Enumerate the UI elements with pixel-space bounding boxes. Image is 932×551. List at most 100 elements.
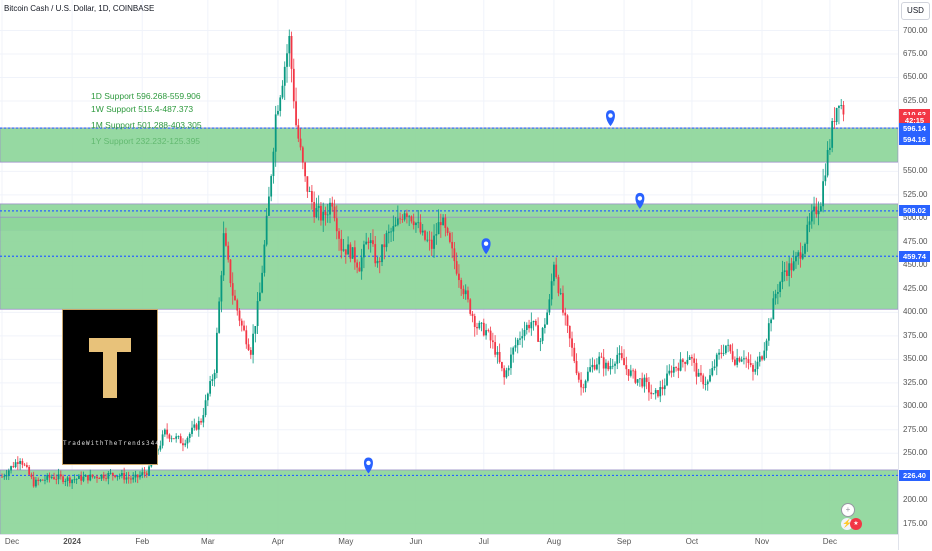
candle-body xyxy=(496,351,499,355)
chart-pane[interactable]: Bitcoin Cash / U.S. Dollar, 1D, COINBASE… xyxy=(0,0,898,534)
candle-body xyxy=(39,479,42,481)
candle-body xyxy=(550,281,553,300)
currency-button[interactable]: USD xyxy=(901,2,930,20)
candle-body xyxy=(727,344,730,346)
candle-body xyxy=(512,347,515,355)
candle-body xyxy=(297,125,300,139)
candle-body xyxy=(706,381,709,385)
candle-body xyxy=(652,393,655,395)
candle-body xyxy=(161,434,164,446)
candle-body xyxy=(265,215,268,245)
candle-body xyxy=(806,224,809,244)
candle-body xyxy=(286,53,288,67)
candle-body xyxy=(634,370,637,383)
candle-body xyxy=(559,293,562,294)
price-axis[interactable] xyxy=(898,0,932,550)
candle-body xyxy=(697,372,700,377)
candle-body xyxy=(704,384,707,385)
us-flag-icon[interactable]: ★ xyxy=(850,518,862,530)
candle-body xyxy=(661,387,664,390)
price-label: 275.00 xyxy=(903,424,928,434)
candle-body xyxy=(37,479,40,481)
candle-body xyxy=(462,288,465,295)
candle-body xyxy=(218,301,221,333)
time-label: Apr xyxy=(271,537,285,546)
time-label: Dec xyxy=(822,537,838,546)
candle-body xyxy=(598,356,601,365)
add-icon[interactable]: + xyxy=(841,503,855,517)
candle-body xyxy=(446,227,449,233)
candle-body xyxy=(523,330,526,337)
candle-body xyxy=(19,461,21,464)
candle-body xyxy=(35,479,37,487)
candle-body xyxy=(209,381,212,394)
candle-body xyxy=(240,320,243,326)
price-label: 300.00 xyxy=(903,401,928,411)
candle-body xyxy=(442,217,444,226)
candle-body xyxy=(767,323,770,341)
candle-body xyxy=(258,292,261,302)
candle-body xyxy=(381,244,383,263)
candle-body xyxy=(629,370,632,376)
candle-body xyxy=(78,475,80,479)
candle-body xyxy=(650,392,653,395)
candle-body xyxy=(91,474,94,477)
candle-body xyxy=(197,421,200,430)
candle-body xyxy=(611,365,614,367)
candle-body xyxy=(353,247,356,263)
candle-body xyxy=(654,390,657,394)
candle-body xyxy=(582,387,585,389)
candle-body xyxy=(320,205,322,221)
price-label: 700.00 xyxy=(903,25,928,35)
candle-body xyxy=(546,312,549,325)
price-label: 200.00 xyxy=(903,495,928,505)
candle-body xyxy=(421,230,424,233)
price-label: 350.00 xyxy=(903,354,928,364)
candle-body xyxy=(428,239,431,241)
candle-body xyxy=(100,474,103,479)
candle-body xyxy=(480,322,483,324)
legend-1w-support: 1W Support 515.4-487.373 xyxy=(91,104,194,114)
candle-body xyxy=(304,162,307,177)
candle-body xyxy=(828,147,831,150)
candle-body xyxy=(580,379,582,388)
candle-body xyxy=(335,218,338,232)
candle-body xyxy=(68,477,71,484)
candle-body xyxy=(173,438,175,440)
candle-body xyxy=(374,244,377,264)
location-pin-icon xyxy=(635,192,645,209)
candle-body xyxy=(229,259,232,284)
candle-body xyxy=(733,359,736,365)
candle-body xyxy=(772,298,775,320)
candle-body xyxy=(648,382,650,393)
candle-body xyxy=(333,206,336,219)
time-axis[interactable] xyxy=(0,534,898,551)
candle-body xyxy=(618,353,621,355)
candle-body xyxy=(252,333,254,355)
candle-body xyxy=(396,218,399,225)
candle-body xyxy=(417,222,420,224)
candle-body xyxy=(392,226,395,232)
candle-body xyxy=(754,369,757,372)
candle-body xyxy=(451,241,454,249)
candle-body xyxy=(114,475,116,478)
candle-body xyxy=(600,356,603,358)
candle-body xyxy=(338,231,340,239)
candle-body xyxy=(16,462,19,464)
candle-body xyxy=(810,211,813,222)
candle-body xyxy=(32,477,35,487)
candle-body xyxy=(351,247,354,259)
candle-body xyxy=(620,353,623,359)
candle-body xyxy=(713,366,716,369)
candle-body xyxy=(625,365,628,370)
candle-body xyxy=(761,356,763,360)
candle-body xyxy=(616,354,619,364)
candle-body xyxy=(476,326,478,329)
candle-body xyxy=(591,364,594,368)
candle-body xyxy=(541,327,544,341)
candle-body xyxy=(548,299,551,313)
candle-body xyxy=(815,206,818,215)
candle-body xyxy=(383,244,386,248)
candle-body xyxy=(638,378,641,380)
candle-body xyxy=(833,121,836,123)
